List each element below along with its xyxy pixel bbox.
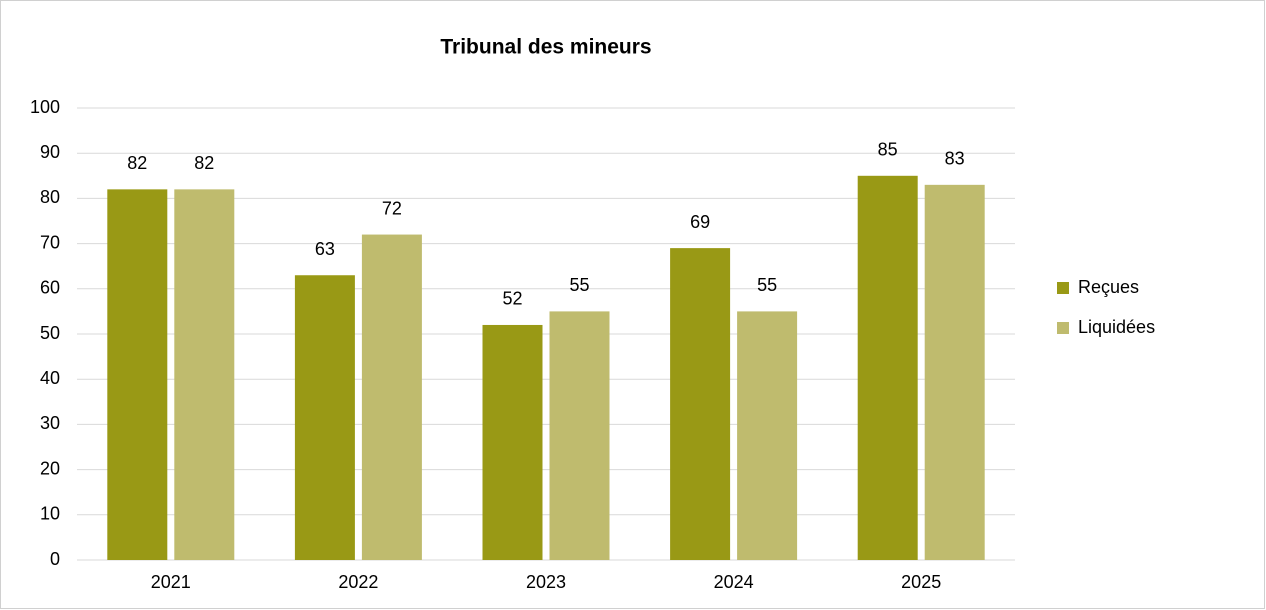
y-tick-label: 40 bbox=[40, 368, 60, 388]
bar bbox=[549, 311, 610, 560]
x-tick-label: 2022 bbox=[338, 572, 378, 592]
data-label: 52 bbox=[502, 289, 522, 309]
legend-swatch bbox=[1057, 322, 1069, 334]
bar bbox=[482, 324, 543, 560]
x-tick-label: 2023 bbox=[526, 572, 566, 592]
y-tick-label: 80 bbox=[40, 187, 60, 207]
x-tick-label: 2024 bbox=[714, 572, 754, 592]
bar bbox=[294, 275, 355, 560]
data-label: 82 bbox=[194, 153, 214, 173]
y-tick-label: 60 bbox=[40, 278, 60, 298]
y-tick-label: 20 bbox=[40, 458, 60, 478]
data-label: 63 bbox=[315, 239, 335, 259]
y-tick-label: 70 bbox=[40, 232, 60, 252]
x-tick-label: 2021 bbox=[151, 572, 191, 592]
data-label: 55 bbox=[757, 275, 777, 295]
bar bbox=[924, 184, 985, 560]
bar bbox=[107, 189, 168, 561]
bar bbox=[737, 311, 798, 560]
data-label: 83 bbox=[945, 149, 965, 169]
bar bbox=[670, 248, 731, 560]
legend-label: Reçues bbox=[1078, 277, 1139, 297]
data-label: 82 bbox=[127, 153, 147, 173]
legend-label: Liquidées bbox=[1078, 317, 1155, 337]
x-tick-label: 2025 bbox=[901, 572, 941, 592]
data-label: 85 bbox=[878, 140, 898, 160]
y-tick-label: 10 bbox=[40, 504, 60, 524]
y-tick-label: 100 bbox=[30, 97, 60, 117]
data-label: 69 bbox=[690, 212, 710, 232]
data-label: 72 bbox=[382, 198, 402, 218]
y-tick-label: 0 bbox=[50, 549, 60, 569]
legend-swatch bbox=[1057, 282, 1069, 294]
bar bbox=[857, 175, 918, 561]
y-tick-label: 30 bbox=[40, 413, 60, 433]
bar bbox=[174, 189, 235, 561]
y-tick-label: 50 bbox=[40, 323, 60, 343]
bar bbox=[361, 234, 422, 560]
chart-title: Tribunal des mineurs bbox=[440, 36, 651, 59]
data-label: 55 bbox=[569, 275, 589, 295]
y-tick-label: 90 bbox=[40, 142, 60, 162]
